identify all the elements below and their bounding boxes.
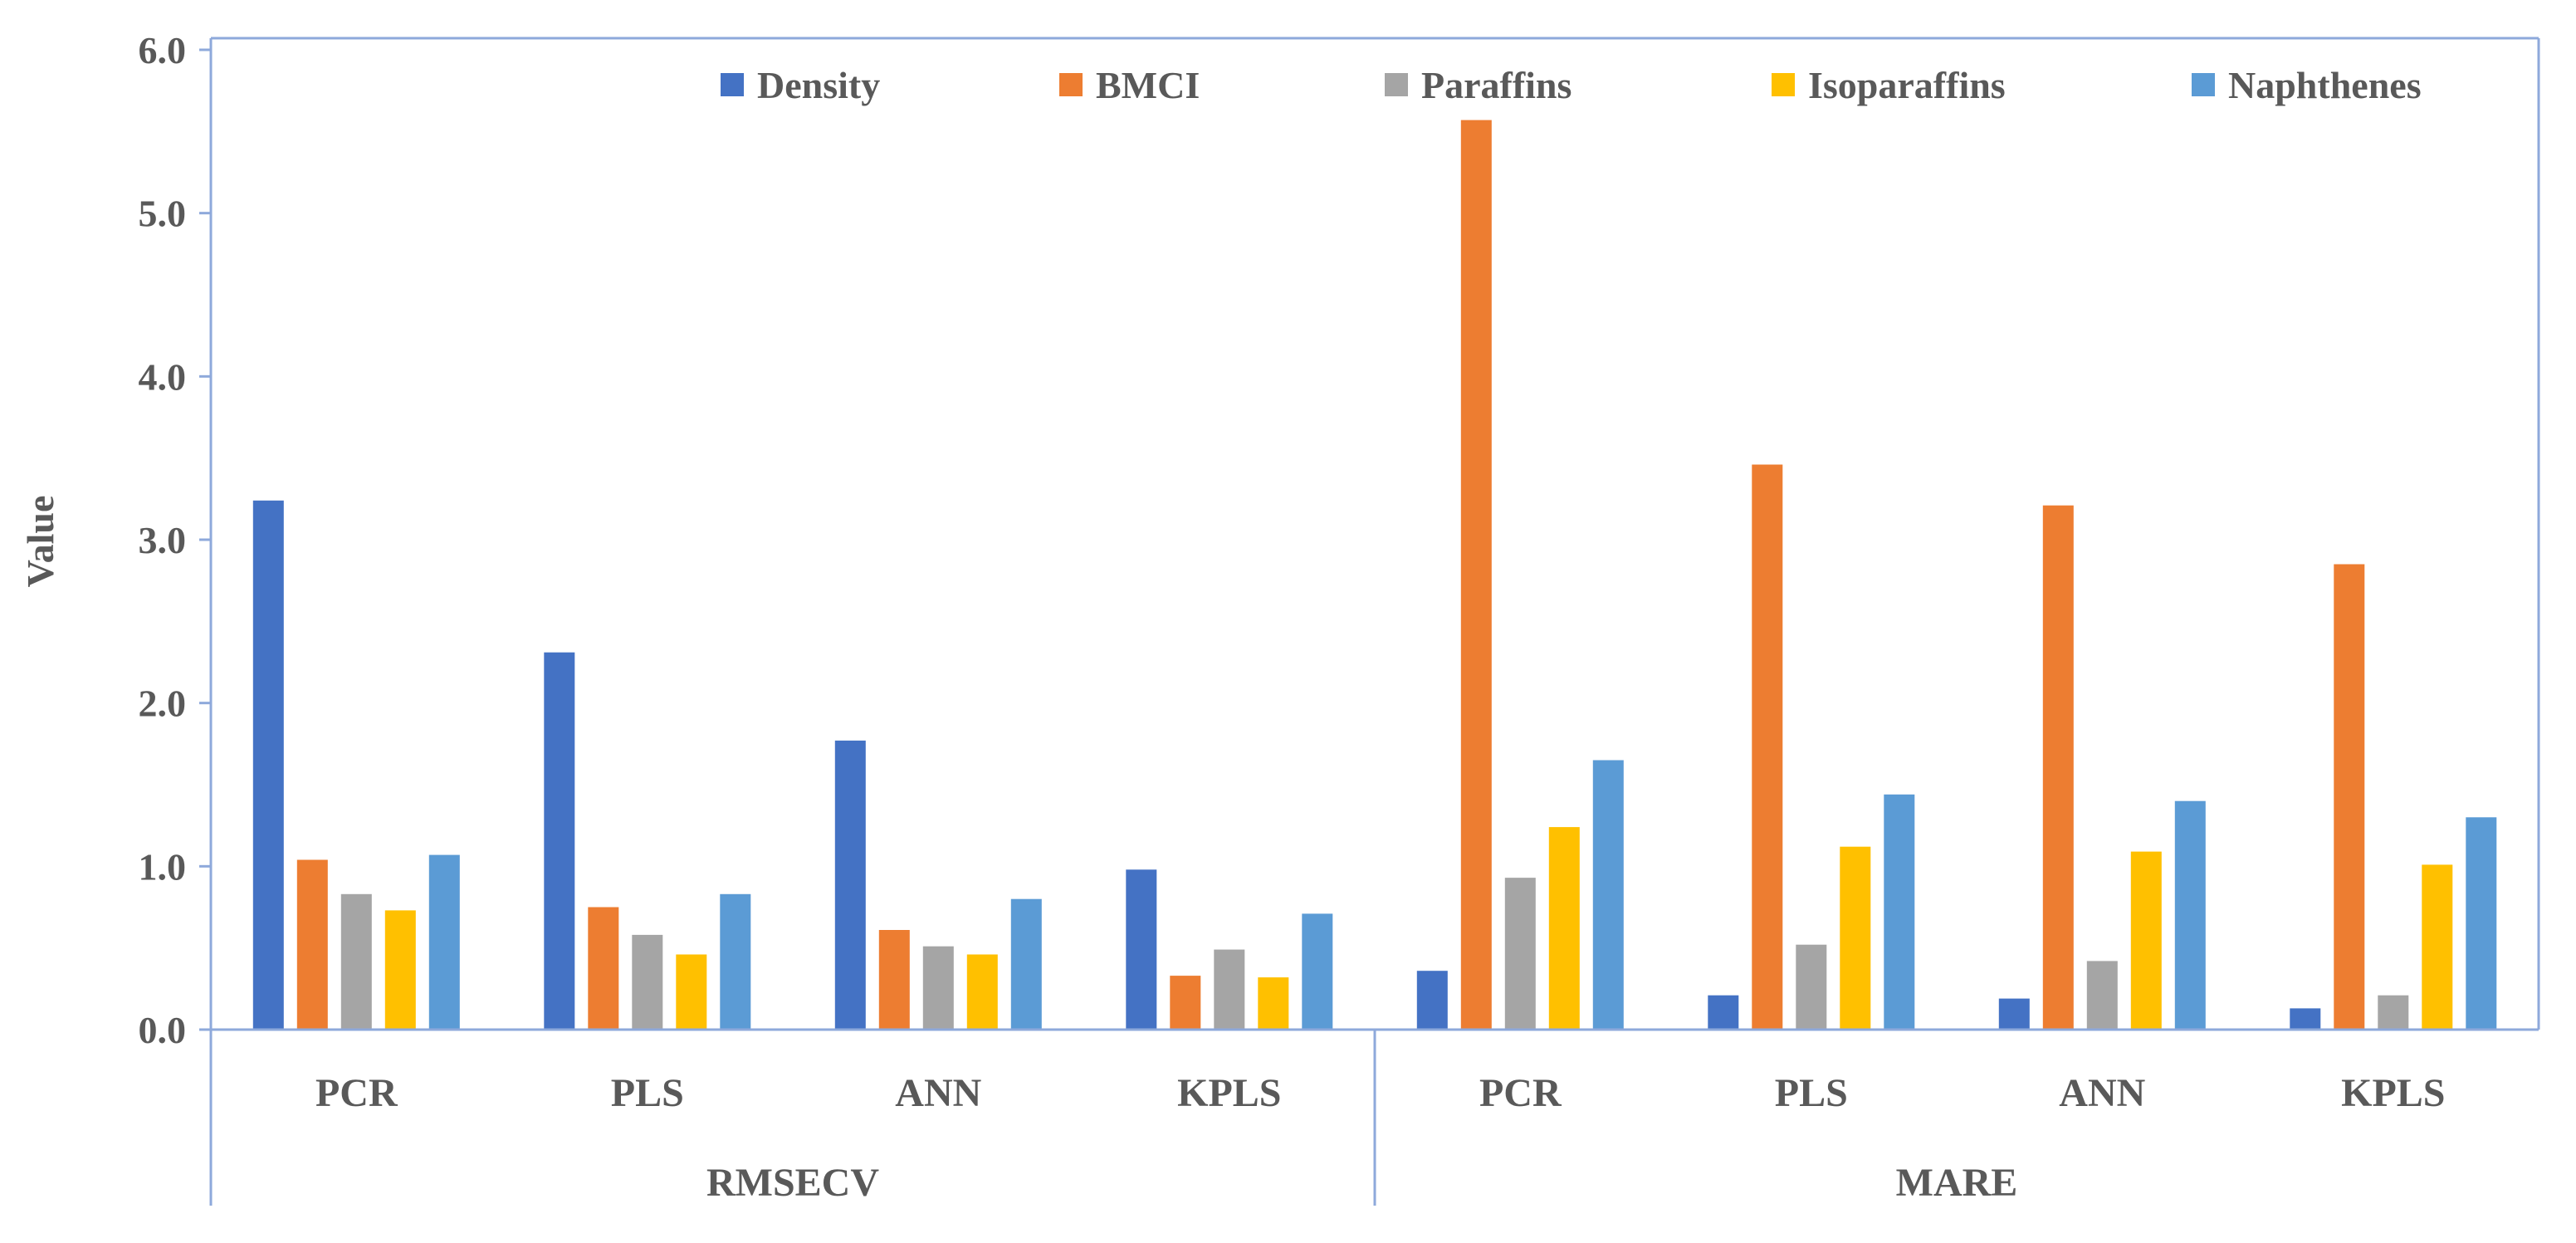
legend-label-bmci: BMCI xyxy=(1096,64,1200,106)
x-group-label: RMSECV xyxy=(706,1161,879,1205)
bar-paraffins-2 xyxy=(922,946,954,1030)
x-tick-label: KPLS xyxy=(2341,1071,2445,1115)
x-axis-ticks: PCR PLS ANN KPLS PCR PLS ANN KPLS RMSECV MARE xyxy=(315,1071,2446,1205)
y-axis-label: Value xyxy=(19,496,61,588)
legend-swatch-bmci xyxy=(1059,73,1083,96)
x-tick-label: KPLS xyxy=(1177,1071,1281,1115)
bar-naphthenes-1 xyxy=(720,893,751,1030)
bar-density-4 xyxy=(1416,971,1448,1030)
bar-naphthenes-2 xyxy=(1010,898,1042,1030)
y-tick-label: 3.0 xyxy=(139,519,187,561)
bar-paraffins-1 xyxy=(632,934,663,1030)
legend-label-paraffins: Paraffins xyxy=(1421,64,1572,106)
legend-swatch-isoparaffins xyxy=(1772,73,1795,96)
bar-naphthenes-7 xyxy=(2466,817,2497,1030)
bar-density-3 xyxy=(1126,869,1157,1030)
legend-swatch-paraffins xyxy=(1385,73,1408,96)
bar-isoparaffins-7 xyxy=(2422,864,2453,1030)
bar-paraffins-5 xyxy=(1796,944,1827,1030)
y-tick-label: 0.0 xyxy=(139,1009,187,1051)
bar-bmci-4 xyxy=(1460,120,1492,1030)
legend-swatch-density xyxy=(721,73,744,96)
bar-bmci-0 xyxy=(296,859,328,1030)
y-tick-label: 1.0 xyxy=(139,845,187,888)
bar-bmci-1 xyxy=(588,907,619,1030)
y-tick-label: 6.0 xyxy=(139,29,187,71)
bar-bmci-3 xyxy=(1170,976,1201,1030)
bar-isoparaffins-2 xyxy=(966,954,998,1030)
bar-density-7 xyxy=(2290,1008,2321,1030)
bar-isoparaffins-6 xyxy=(2130,851,2162,1030)
bar-isoparaffins-1 xyxy=(676,954,707,1030)
bar-naphthenes-4 xyxy=(1592,760,1624,1030)
bar-paraffins-3 xyxy=(1214,949,1245,1030)
bar-isoparaffins-3 xyxy=(1258,977,1289,1030)
bar-density-6 xyxy=(1998,998,2030,1030)
x-tick-label: PLS xyxy=(1775,1071,1848,1115)
bar-isoparaffins-0 xyxy=(384,910,416,1030)
bar-paraffins-6 xyxy=(2086,961,2118,1030)
bar-isoparaffins-4 xyxy=(1548,827,1580,1030)
bar-bmci-2 xyxy=(878,930,910,1030)
bar-paraffins-4 xyxy=(1504,878,1536,1030)
bar-bmci-7 xyxy=(2334,564,2365,1030)
bar-density-0 xyxy=(252,500,284,1030)
bar-naphthenes-0 xyxy=(428,854,460,1030)
bar-bmci-6 xyxy=(2042,505,2074,1030)
x-group-label: MARE xyxy=(1896,1161,2018,1205)
x-tick-label: PCR xyxy=(315,1071,398,1115)
x-tick-label: PLS xyxy=(611,1071,684,1115)
x-tick-label: PCR xyxy=(1479,1071,1562,1115)
bar-paraffins-0 xyxy=(340,893,372,1030)
y-tick-label: 2.0 xyxy=(139,683,187,725)
legend-label-naphthenes: Naphthenes xyxy=(2228,64,2422,106)
bar-bmci-5 xyxy=(1752,464,1783,1030)
bar-paraffins-7 xyxy=(2378,995,2409,1030)
legend-label-isoparaffins: Isoparaffins xyxy=(1808,64,2006,106)
x-tick-label: ANN xyxy=(2059,1071,2145,1115)
legend-label-density: Density xyxy=(757,64,880,106)
y-tick-label: 5.0 xyxy=(139,193,187,235)
bar-naphthenes-5 xyxy=(1884,794,1915,1030)
x-tick-label: ANN xyxy=(895,1071,981,1115)
bar-density-5 xyxy=(1708,995,1739,1030)
bar-naphthenes-3 xyxy=(1302,913,1333,1030)
legend: Density BMCI Paraffins Isoparaffins Naphthen… xyxy=(721,64,2422,106)
bar-density-1 xyxy=(544,652,575,1030)
axes xyxy=(209,37,2540,1206)
y-axis-ticks: 0.0 1.0 2.0 3.0 4.0 5.0 6.0 xyxy=(139,29,211,1051)
y-tick-label: 4.0 xyxy=(139,355,187,398)
bar-naphthenes-6 xyxy=(2174,800,2206,1030)
bar-density-2 xyxy=(834,740,866,1030)
legend-swatch-naphthenes xyxy=(2192,73,2215,96)
plot-bars xyxy=(252,120,2497,1030)
bar-isoparaffins-5 xyxy=(1840,846,1871,1030)
